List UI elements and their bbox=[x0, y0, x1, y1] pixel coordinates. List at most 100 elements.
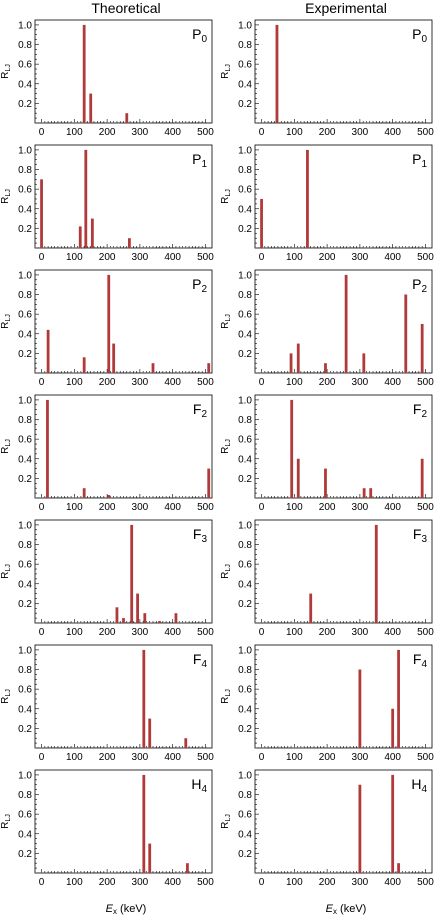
bar bbox=[142, 774, 146, 873]
y-tick-label: 0.4 bbox=[238, 204, 252, 215]
y-tick-label: 1.0 bbox=[238, 770, 252, 781]
bar bbox=[143, 613, 147, 623]
ylabel-main: R bbox=[0, 72, 11, 79]
chart-panel-experimental-f3: 0 100 200 300 400 500 0.2 0.4 0.6 0.8 1.0 RLJ F3 bbox=[220, 519, 434, 638]
y-tick-label: 0.8 bbox=[238, 40, 252, 51]
y-tick-label: 0.6 bbox=[18, 435, 32, 446]
chart-panel-experimental-f4: 0 100 200 300 400 500 0.2 0.4 0.6 0.8 1.0 RLJ F4 bbox=[220, 644, 434, 763]
chart-panel-theoretical-p2: 0 100 200 300 400 500 0.2 0.4 0.6 0.8 1.0 RLJ P2 bbox=[0, 269, 214, 388]
y-tick-label: 0.4 bbox=[18, 829, 32, 840]
bar bbox=[404, 294, 408, 373]
y-tick-label: 1.0 bbox=[238, 20, 252, 31]
y-tick-label: 0.8 bbox=[18, 415, 32, 426]
chart-panel-theoretical-f4: 0 100 200 300 400 500 0.2 0.4 0.6 0.8 1.0 RLJ F4 bbox=[0, 644, 214, 763]
panel-label-main: P bbox=[412, 26, 421, 42]
panel-label: P1 bbox=[412, 151, 427, 170]
y-tick-label: 0.2 bbox=[238, 599, 252, 610]
panel-label-main: P bbox=[192, 276, 201, 292]
y-tick-label: 0.2 bbox=[238, 99, 252, 110]
ylabel-sub: LJ bbox=[225, 189, 232, 196]
bar bbox=[275, 24, 279, 123]
panel-label-sub: 4 bbox=[421, 659, 427, 670]
x-tick-label: 200 bbox=[99, 377, 116, 388]
y-tick-label: 1.0 bbox=[18, 270, 32, 281]
ylabel-sub: LJ bbox=[5, 439, 12, 446]
panel-label: P2 bbox=[412, 276, 427, 295]
panel-label-main: F bbox=[193, 651, 202, 667]
panel-label-main: F bbox=[413, 526, 422, 542]
panel-label-sub: 0 bbox=[421, 34, 427, 45]
x-tick-label: 300 bbox=[352, 252, 369, 263]
ylabel-main: R bbox=[0, 197, 11, 204]
x-axis-label-left: Ex (keV) bbox=[106, 903, 147, 916]
bar bbox=[151, 363, 155, 373]
y-tick-label: 0.8 bbox=[18, 540, 32, 551]
x-tick-label: 500 bbox=[417, 377, 434, 388]
y-axis-label: RLJ bbox=[220, 564, 232, 579]
ylabel-sub: LJ bbox=[225, 439, 232, 446]
panel-label-sub: 3 bbox=[421, 534, 427, 545]
panel-label-main: H bbox=[191, 776, 201, 792]
x-tick-label: 400 bbox=[164, 127, 181, 138]
bar bbox=[309, 593, 313, 623]
y-axis-label: RLJ bbox=[0, 564, 12, 579]
panel-label-sub: 0 bbox=[201, 34, 207, 45]
bar bbox=[374, 524, 378, 623]
y-tick-label: 0.6 bbox=[238, 685, 252, 696]
x-tick-label: 200 bbox=[99, 127, 116, 138]
bar bbox=[107, 495, 111, 498]
panel-label-main: P bbox=[192, 26, 201, 42]
plot-frame bbox=[254, 519, 433, 624]
y-tick-label: 0.4 bbox=[18, 579, 32, 590]
x-tick-label: 0 bbox=[259, 502, 265, 513]
y-tick-label: 1.0 bbox=[18, 645, 32, 656]
x-tick-label: 300 bbox=[352, 127, 369, 138]
ylabel-main: R bbox=[220, 822, 231, 829]
xlabel-var: E bbox=[326, 903, 334, 915]
y-tick-label: 0.2 bbox=[18, 99, 32, 110]
x-tick-label: 500 bbox=[417, 877, 434, 888]
x-tick-label: 300 bbox=[132, 252, 149, 263]
ylabel-sub: LJ bbox=[5, 64, 12, 71]
plot-frame bbox=[254, 769, 433, 874]
bar bbox=[344, 274, 348, 373]
svg-text:Ex (keV): Ex (keV) bbox=[106, 903, 147, 916]
y-axis-label: RLJ bbox=[220, 814, 232, 829]
x-tick-label: 200 bbox=[319, 127, 336, 138]
bar bbox=[158, 621, 161, 623]
panel-label: P0 bbox=[412, 26, 427, 45]
bar bbox=[82, 488, 86, 498]
y-tick-label: 0.2 bbox=[18, 849, 32, 860]
bar bbox=[130, 524, 134, 623]
x-tick-label: 500 bbox=[197, 502, 214, 513]
ylabel-sub: LJ bbox=[5, 814, 12, 821]
bar bbox=[186, 863, 189, 873]
bar bbox=[82, 357, 86, 373]
ylabel-main: R bbox=[0, 322, 11, 329]
bar bbox=[128, 238, 131, 248]
bar bbox=[107, 274, 111, 373]
bar bbox=[90, 218, 94, 248]
x-tick-label: 200 bbox=[99, 627, 116, 638]
bar bbox=[125, 113, 129, 123]
ylabel-sub: LJ bbox=[5, 689, 12, 696]
bar bbox=[391, 708, 395, 748]
bar bbox=[260, 198, 263, 248]
x-tick-label: 100 bbox=[66, 502, 83, 513]
panel-label: P1 bbox=[192, 151, 207, 170]
x-tick-label: 100 bbox=[66, 377, 83, 388]
y-tick-label: 0.6 bbox=[18, 60, 32, 71]
y-tick-label: 0.4 bbox=[18, 454, 32, 465]
bar bbox=[289, 353, 293, 373]
ylabel-main: R bbox=[220, 72, 231, 79]
y-tick-label: 0.2 bbox=[238, 724, 252, 735]
y-tick-label: 0.6 bbox=[238, 810, 252, 821]
bar bbox=[290, 399, 294, 498]
x-tick-label: 0 bbox=[39, 502, 45, 513]
x-tick-label: 400 bbox=[384, 752, 401, 763]
left-column-title: Theoretical bbox=[91, 0, 160, 16]
y-tick-label: 0.8 bbox=[238, 290, 252, 301]
y-tick-label: 0.8 bbox=[238, 665, 252, 676]
y-axis-label: RLJ bbox=[220, 64, 232, 79]
